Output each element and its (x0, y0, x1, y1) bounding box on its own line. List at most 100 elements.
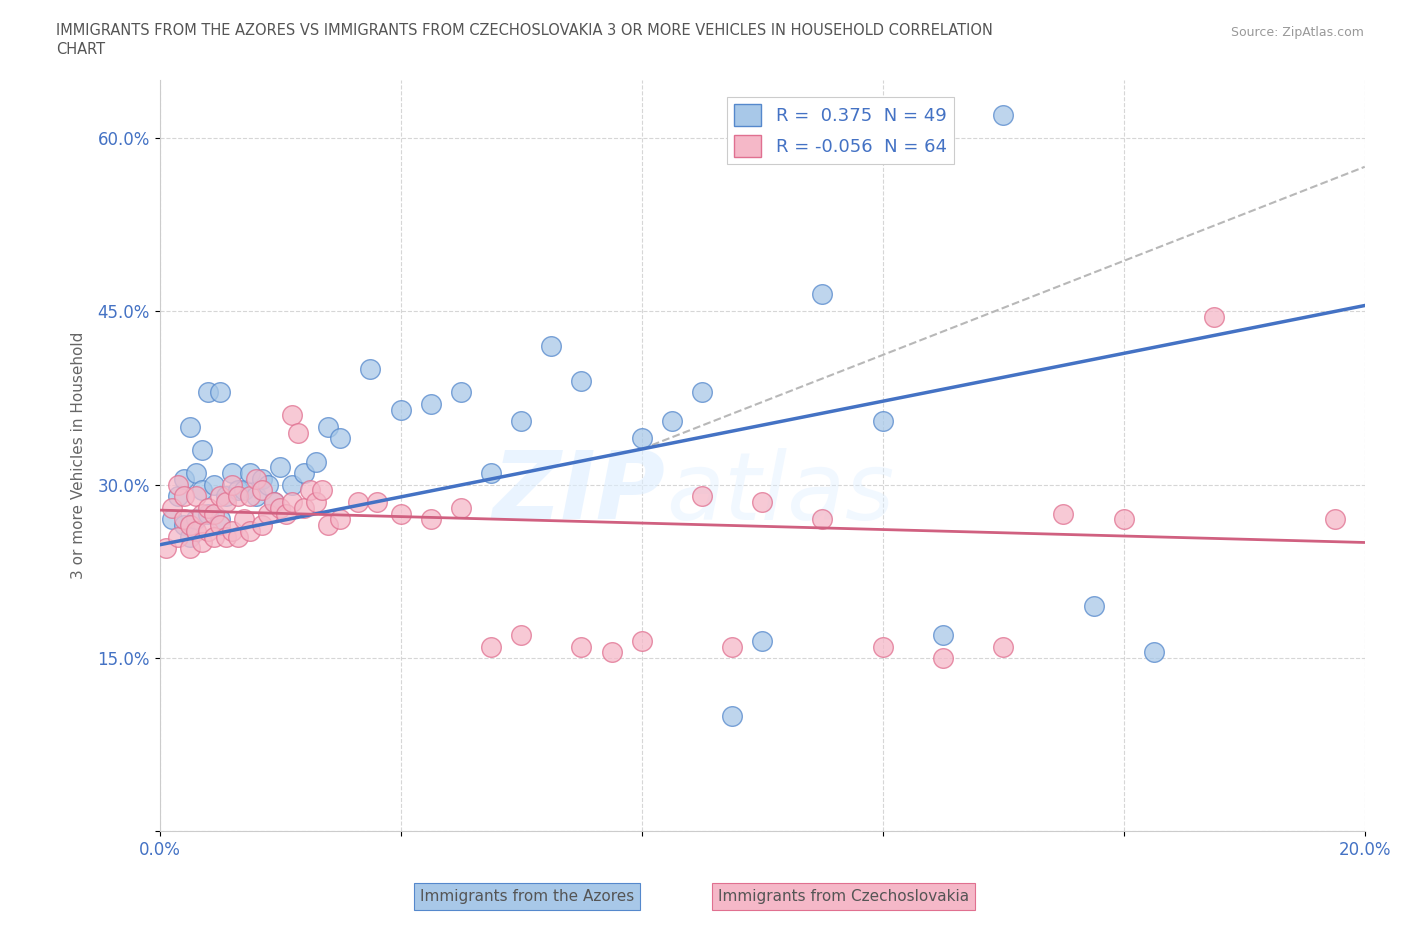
Point (239, 489, 262, 504)
Point (208, 512, 231, 526)
Point (993, 639, 1015, 654)
Text: Immigrants from Czechoslovakia: Immigrants from Czechoslovakia (718, 889, 969, 904)
Point (274, 506, 297, 521)
Point (184, 489, 207, 504)
Point (932, 651, 955, 666)
Point (1083, 599, 1105, 614)
Point (208, 385, 231, 400)
Point (263, 495, 285, 510)
Point (1052, 506, 1074, 521)
Point (221, 524, 243, 538)
Point (316, 419, 339, 434)
Point (872, 414, 894, 429)
Point (721, 639, 744, 654)
Point (179, 518, 201, 533)
Text: Source: ZipAtlas.com: Source: ZipAtlas.com (1230, 26, 1364, 39)
Point (316, 518, 339, 533)
Point (166, 529, 188, 544)
Point (239, 466, 262, 481)
Text: CHART: CHART (56, 42, 105, 57)
Point (263, 495, 285, 510)
Point (226, 483, 249, 498)
Point (269, 500, 291, 515)
Point (184, 512, 207, 526)
Point (221, 466, 243, 481)
Point (250, 472, 273, 486)
Point (179, 541, 201, 556)
Point (721, 709, 744, 724)
Point (292, 466, 315, 481)
Point (630, 633, 652, 648)
Text: ZIP: ZIP (494, 447, 666, 539)
Point (197, 500, 219, 515)
Point (571, 639, 593, 654)
Point (479, 466, 502, 481)
Point (932, 628, 955, 643)
Point (250, 483, 273, 498)
Point (173, 512, 195, 526)
Point (173, 518, 195, 533)
Point (215, 489, 238, 504)
Point (510, 628, 533, 643)
Point (221, 477, 243, 492)
Point (359, 362, 381, 377)
Point (389, 506, 412, 521)
Point (281, 495, 304, 510)
Point (419, 396, 441, 411)
Point (690, 385, 713, 400)
Point (202, 477, 225, 492)
Y-axis label: 3 or more Vehicles in Household: 3 or more Vehicles in Household (72, 332, 86, 579)
Point (160, 500, 183, 515)
Point (1204, 310, 1226, 325)
Point (1112, 512, 1135, 526)
Point (184, 524, 207, 538)
Point (208, 489, 231, 504)
Point (600, 644, 623, 659)
Point (226, 489, 249, 504)
Point (160, 512, 183, 526)
Point (281, 477, 304, 492)
Point (287, 425, 309, 440)
Point (269, 460, 291, 475)
Point (245, 489, 267, 504)
Point (197, 506, 219, 521)
Point (215, 529, 238, 544)
Point (540, 339, 562, 353)
Point (811, 512, 834, 526)
Point (166, 489, 188, 504)
Point (173, 489, 195, 504)
Point (479, 639, 502, 654)
Point (419, 512, 441, 526)
Point (226, 529, 249, 544)
Point (166, 477, 188, 492)
Point (389, 402, 412, 417)
Point (510, 414, 533, 429)
Point (347, 495, 370, 510)
Point (179, 419, 201, 434)
Point (661, 414, 683, 429)
Point (202, 506, 225, 521)
Point (872, 639, 894, 654)
Point (311, 483, 333, 498)
Point (1323, 512, 1346, 526)
Point (257, 506, 280, 521)
Point (366, 495, 388, 510)
Point (329, 431, 352, 445)
Point (305, 495, 328, 510)
Point (571, 373, 593, 388)
Point (215, 495, 238, 510)
Point (190, 443, 212, 458)
Point (190, 483, 212, 498)
Point (173, 472, 195, 486)
Point (239, 524, 262, 538)
Point (197, 524, 219, 538)
Point (202, 529, 225, 544)
Point (305, 454, 328, 469)
Point (208, 518, 231, 533)
Point (184, 466, 207, 481)
Point (179, 529, 201, 544)
Point (292, 500, 315, 515)
Point (245, 472, 267, 486)
Point (690, 489, 713, 504)
Point (299, 483, 322, 498)
